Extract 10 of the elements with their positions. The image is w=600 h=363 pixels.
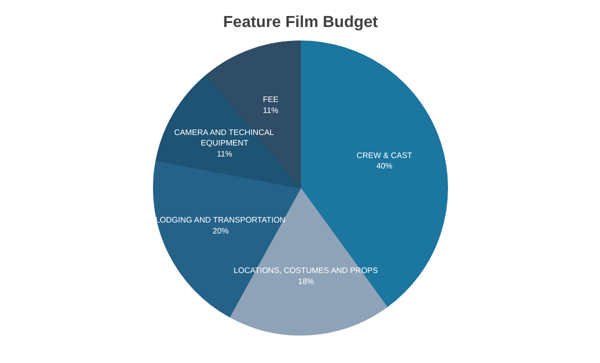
data-label: 11% bbox=[262, 106, 278, 115]
data-label: 40% bbox=[376, 162, 392, 171]
data-label: 18% bbox=[298, 276, 314, 286]
data-label: 11% bbox=[216, 149, 232, 158]
slice-label: FEE bbox=[262, 95, 278, 104]
data-label: 20% bbox=[212, 226, 229, 236]
chart-title: Feature Film Budget bbox=[223, 14, 379, 31]
slice-label: CAMERA AND TECHINCAL EQUIPMENT bbox=[174, 128, 275, 148]
slice-label: CREW & CAST bbox=[356, 150, 412, 160]
slice-label: LODGING AND TRANSPORTATION bbox=[155, 216, 286, 225]
